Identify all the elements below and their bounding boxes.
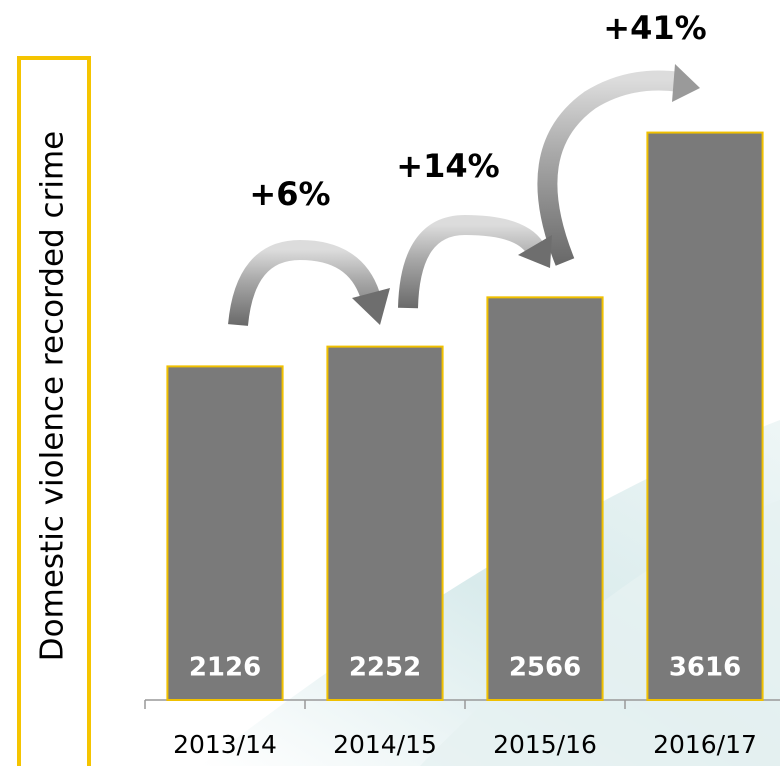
bar: [646, 131, 764, 701]
bar: [326, 345, 444, 701]
arrow: [398, 214, 544, 309]
annotation: +14%: [396, 147, 499, 185]
value-label: 2126: [189, 653, 261, 683]
arrow-head: [352, 288, 390, 325]
x-tick-label: 2015/16: [493, 730, 597, 759]
bar: [486, 296, 604, 701]
arrow: [228, 239, 380, 327]
x-tick-label: 2013/14: [173, 730, 277, 759]
y-label-box: [17, 56, 91, 766]
y-axis-label: Domestic violence recorded crime: [35, 131, 71, 661]
arrows: [228, 70, 682, 327]
arrow-head: [672, 64, 700, 102]
arrow: [537, 70, 682, 266]
x-tick-label: 2014/15: [333, 730, 437, 759]
annotation: +6%: [249, 175, 330, 213]
value-label: 2566: [509, 653, 581, 683]
value-label: 3616: [669, 653, 741, 683]
arrow-head: [518, 235, 552, 268]
annotation: +41%: [603, 9, 706, 47]
value-label: 2252: [349, 653, 421, 683]
x-tick-label: 2016/17: [653, 730, 757, 759]
bar: [166, 365, 284, 701]
